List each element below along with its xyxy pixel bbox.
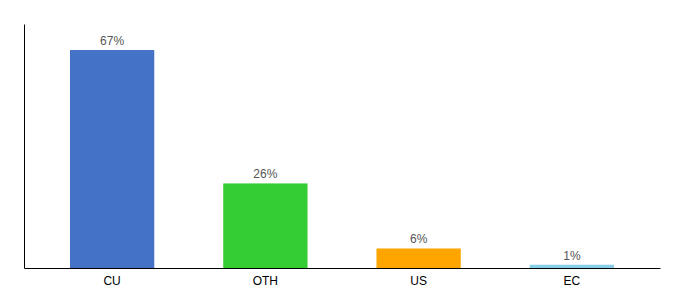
chart: CU OTH US EC 67% 26% 6% 1%	[0, 0, 680, 300]
x-tick-label: US	[410, 274, 427, 288]
x-axis: CU OTH US EC	[25, 269, 661, 288]
x-axis-line	[25, 268, 661, 269]
plot: CU OTH US EC 67% 26% 6% 1%	[25, 25, 661, 288]
data-label: 67%	[100, 34, 124, 48]
y-axis-line	[24, 25, 25, 269]
data-label: 26%	[253, 167, 277, 181]
data-label: 6%	[410, 232, 428, 246]
x-tick: US	[410, 274, 427, 288]
x-tick: EC	[564, 274, 581, 288]
x-tick: CU	[103, 274, 120, 288]
data-labels: 67% 26% 6% 1%	[100, 34, 581, 263]
bar	[223, 183, 307, 268]
data-label: 1%	[563, 249, 581, 263]
chart-container: CU OTH US EC 67% 26% 6% 1%	[0, 0, 680, 300]
x-tick-label: EC	[564, 274, 581, 288]
y-axis	[24, 25, 25, 269]
x-tick-label: OTH	[253, 274, 278, 288]
bar	[530, 265, 614, 268]
x-tick: OTH	[253, 274, 278, 288]
bar	[70, 50, 154, 268]
bar	[376, 248, 460, 268]
bars	[70, 50, 614, 268]
x-tick-label: CU	[103, 274, 120, 288]
